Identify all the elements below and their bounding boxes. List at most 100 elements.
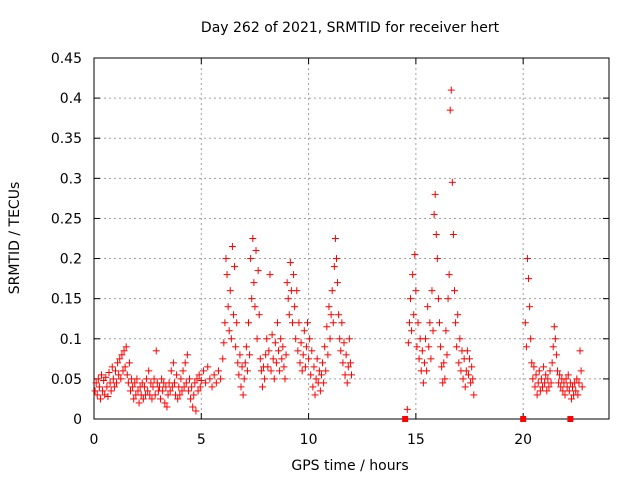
data-point (253, 335, 261, 343)
data-point (243, 367, 251, 375)
data-point (447, 86, 455, 94)
data-point (108, 363, 116, 371)
data-point (331, 235, 339, 242)
data-point (542, 371, 550, 379)
data-point (179, 367, 187, 375)
data-point (431, 190, 439, 198)
data-point (109, 375, 117, 383)
data-point (234, 359, 242, 367)
data-point (299, 351, 307, 359)
data-point (301, 363, 309, 371)
y-tick-label: 0 (73, 412, 82, 428)
data-point (261, 375, 269, 383)
data-point (180, 383, 188, 391)
data-point (341, 371, 349, 379)
data-point (414, 319, 422, 327)
data-point (307, 371, 315, 379)
data-point (311, 391, 319, 399)
data-point (210, 371, 218, 379)
x-axis-label: GPS time / hours (291, 458, 408, 474)
data-point (453, 343, 461, 351)
data-point (562, 375, 570, 383)
data-point (91, 387, 99, 395)
y-tick-label: 0.45 (51, 51, 82, 67)
data-point (522, 343, 530, 351)
y-tick-label: 0.4 (60, 91, 82, 107)
data-point (462, 367, 470, 375)
data-point (249, 235, 257, 242)
data-point (123, 371, 131, 379)
data-point (293, 287, 301, 295)
data-point (231, 263, 239, 271)
data-point (233, 319, 241, 327)
zero-value-marker (567, 416, 574, 422)
data-point (429, 327, 437, 335)
data-point (191, 379, 199, 387)
data-point (220, 339, 228, 347)
data-point (535, 367, 543, 375)
data-point (268, 331, 276, 339)
data-point (151, 391, 159, 399)
data-point (96, 395, 104, 403)
data-point (94, 375, 102, 383)
data-point (540, 363, 548, 371)
data-point (267, 367, 275, 375)
data-point (196, 383, 204, 391)
data-point (334, 279, 342, 287)
data-point (143, 375, 151, 383)
x-tick-label: 20 (514, 432, 532, 448)
zero-value-marker (402, 416, 409, 422)
data-point (223, 271, 231, 279)
data-point (190, 391, 198, 399)
data-point (286, 259, 294, 267)
data-point (256, 355, 264, 363)
data-point (328, 287, 336, 295)
data-point (272, 359, 280, 367)
data-point (422, 335, 430, 343)
data-point (148, 395, 156, 403)
data-point (214, 367, 222, 375)
data-point (573, 375, 581, 383)
data-point (441, 375, 449, 383)
data-point (183, 351, 191, 359)
data-point (543, 387, 551, 395)
data-point (169, 359, 177, 367)
data-point (330, 263, 338, 271)
data-point (145, 367, 153, 375)
data-point (285, 311, 293, 319)
data-point (320, 379, 328, 387)
data-point (559, 387, 567, 395)
data-point (125, 359, 133, 367)
data-point (339, 359, 347, 367)
data-point (93, 391, 101, 399)
data-point (275, 347, 283, 355)
data-point (319, 359, 327, 367)
data-point (538, 383, 546, 391)
data-point (228, 243, 236, 251)
data-point (345, 335, 353, 343)
data-point (281, 375, 289, 383)
data-point (547, 379, 555, 387)
data-point (217, 375, 225, 383)
data-point (237, 383, 245, 391)
data-point (439, 379, 447, 387)
data-point (348, 371, 355, 379)
data-point (193, 375, 201, 383)
chart-title: Day 262 of 2021, SRMTID for receiver her… (201, 20, 500, 36)
data-point (420, 359, 428, 367)
data-point (262, 351, 270, 359)
plot-frame (93, 57, 610, 420)
y-tick-labels: 0 0.05 0.1 0.15 0.2 0.25 0.3 0.35 0.4 0.45 (51, 51, 82, 428)
data-point (222, 255, 230, 263)
data-point (235, 371, 243, 379)
data-point (438, 363, 446, 371)
data-point (325, 303, 333, 311)
data-point (277, 335, 285, 343)
data-point (280, 363, 288, 371)
data-point (278, 355, 286, 363)
data-point (279, 343, 287, 351)
data-point (305, 355, 313, 363)
data-point (456, 335, 464, 343)
data-point (310, 363, 318, 371)
data-point (257, 367, 265, 375)
